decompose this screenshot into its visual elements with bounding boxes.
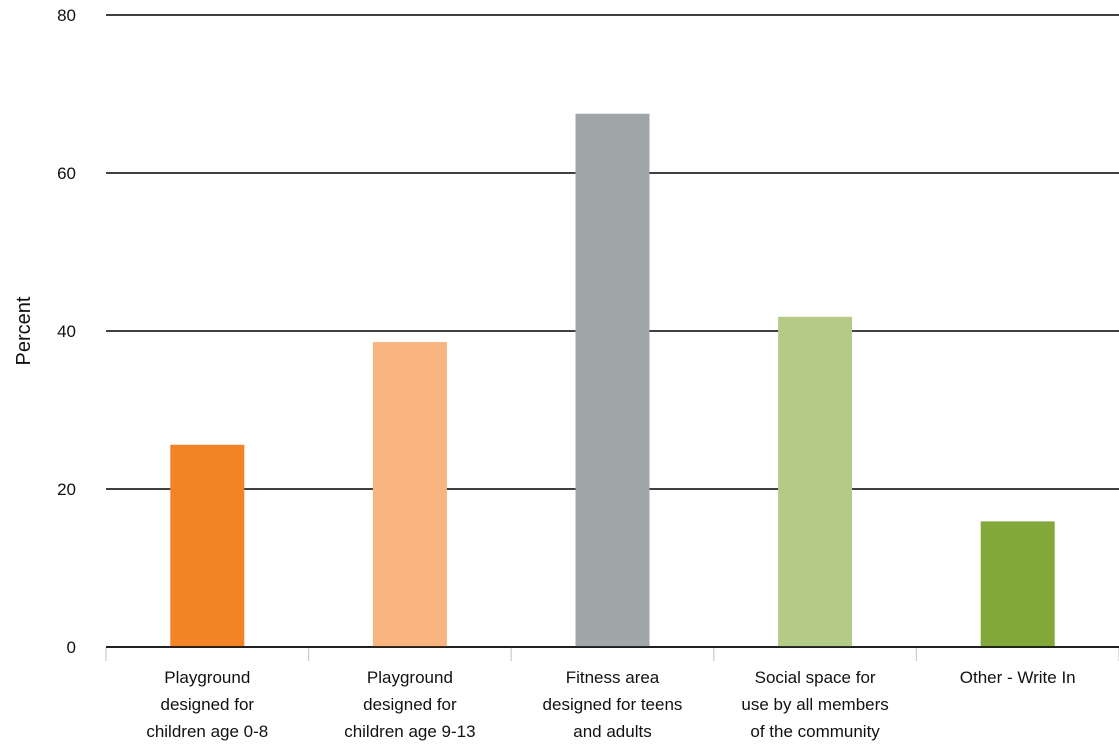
bar-4 xyxy=(778,316,853,647)
category-label-line: Other - Write In xyxy=(960,668,1076,687)
bar-2 xyxy=(372,342,447,647)
category-label-1: Playground designed for children age 0-8 xyxy=(146,668,268,741)
category-label-line: use by all members xyxy=(741,695,888,714)
bar-5 xyxy=(980,521,1055,647)
x-axis xyxy=(105,646,1119,661)
category-label-line: Playground xyxy=(164,668,250,687)
y-tick-label: 60 xyxy=(57,164,76,183)
category-label-line: Playground xyxy=(367,668,453,687)
y-tick-label: 20 xyxy=(57,480,76,499)
y-tick-labels: 0 20 40 60 80 xyxy=(57,6,76,657)
y-axis-title: Percent xyxy=(13,296,35,365)
category-label-line: designed for xyxy=(161,695,255,714)
y-tick-label: 40 xyxy=(57,322,76,341)
category-label-4: Social space for use by all members of the… xyxy=(741,668,888,741)
bar-1 xyxy=(170,444,245,647)
category-label-5: Other - Write In xyxy=(960,668,1076,687)
category-label-line: of the community xyxy=(750,722,880,741)
y-tick-label: 0 xyxy=(67,638,76,657)
category-label-line: Social space for xyxy=(755,668,876,687)
bars xyxy=(170,113,1055,647)
category-label-line: Fitness area xyxy=(566,668,660,687)
y-tick-label: 80 xyxy=(57,6,76,25)
category-label-line: and adults xyxy=(573,722,651,741)
category-label-line: designed for teens xyxy=(543,695,683,714)
category-label-line: children age 0-8 xyxy=(146,722,268,741)
category-label-2: Playground designed for children age 9-13 xyxy=(344,668,475,741)
bar-3 xyxy=(575,113,650,647)
category-label-line: children age 9-13 xyxy=(344,722,475,741)
category-label-line: designed for xyxy=(363,695,457,714)
category-label-3: Fitness area designed for teens and adults xyxy=(543,668,683,741)
